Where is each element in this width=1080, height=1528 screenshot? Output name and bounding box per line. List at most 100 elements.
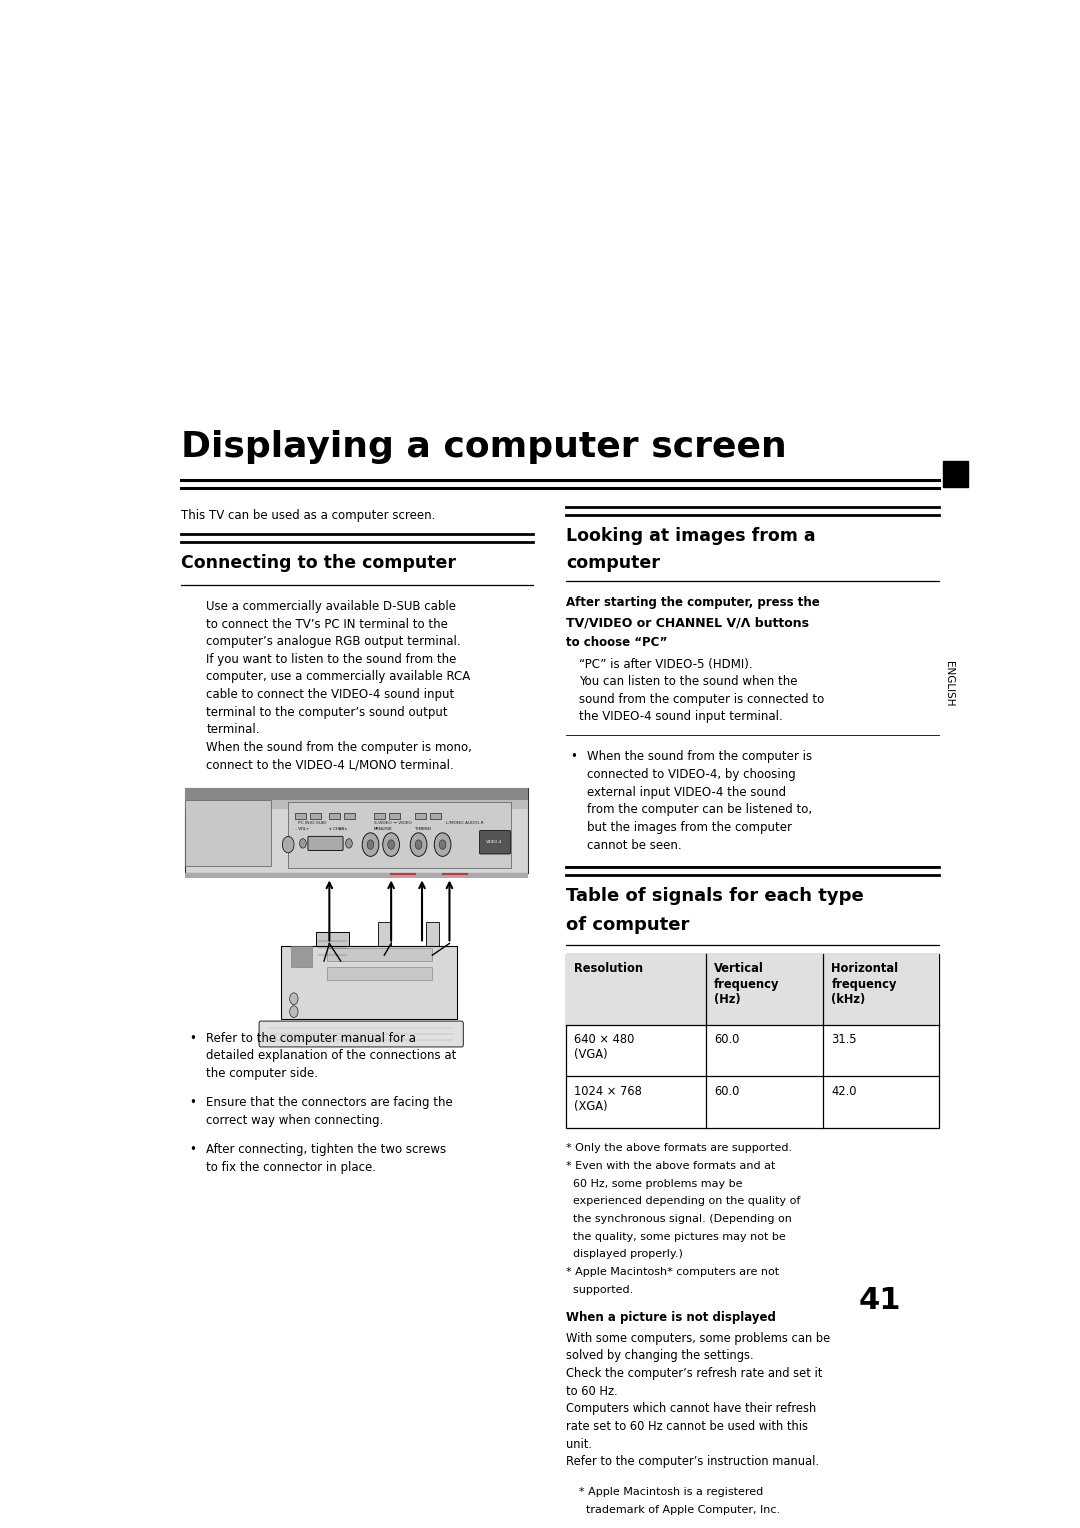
Text: solved by changing the settings.: solved by changing the settings. [566,1349,754,1363]
Text: •: • [189,1143,197,1157]
Bar [378,923,391,955]
Text: When the sound from the computer is mono,: When the sound from the computer is mono… [206,741,472,753]
Text: cannot be seen.: cannot be seen. [588,839,681,851]
Text: 1024 × 768
(XGA): 1024 × 768 (XGA) [575,1085,643,1112]
Text: the computer side.: the computer side. [206,1067,319,1080]
Text: * Only the above formats are supported.: * Only the above formats are supported. [566,1143,793,1154]
Bar [310,813,321,819]
Text: computer, use a commercially available RCA: computer, use a commercially available R… [206,671,471,683]
FancyBboxPatch shape [480,831,511,854]
Text: to connect the TV’s PC IN terminal to the: to connect the TV’s PC IN terminal to th… [206,617,448,631]
Circle shape [440,840,446,850]
Text: After connecting, tighten the two screws: After connecting, tighten the two screws [206,1143,446,1157]
Bar [288,802,511,868]
Text: connect to the VIDEO-4 L/MONO terminal.: connect to the VIDEO-4 L/MONO terminal. [206,759,454,772]
Text: S-VIDEO → VIDEO: S-VIDEO → VIDEO [374,821,411,825]
Text: When the sound from the computer is: When the sound from the computer is [588,750,812,764]
Text: Refer to the computer’s instruction manual.: Refer to the computer’s instruction manu… [566,1455,819,1468]
Text: connected to VIDEO-4, by choosing: connected to VIDEO-4, by choosing [588,769,796,781]
Circle shape [367,840,374,850]
Text: 640 × 480
(VGA): 640 × 480 (VGA) [575,1033,635,1062]
Text: displayed properly.): displayed properly.) [566,1250,683,1259]
Text: 60.0: 60.0 [714,1085,740,1097]
Text: * Apple Macintosh is a registered: * Apple Macintosh is a registered [579,1487,762,1497]
Bar [292,946,312,967]
Text: Refer to the computer manual for a: Refer to the computer manual for a [206,1031,416,1045]
Text: “PC” is after VIDEO-5 (HDMI).: “PC” is after VIDEO-5 (HDMI). [579,657,753,671]
Circle shape [299,839,307,848]
Bar [430,813,441,819]
Bar [186,872,528,877]
Text: Resolution: Resolution [575,963,644,975]
Circle shape [388,840,394,850]
Text: Displaying a computer screen: Displaying a computer screen [181,431,787,465]
Text: the synchronous signal. (Depending on: the synchronous signal. (Depending on [566,1215,792,1224]
Text: to fix the connector in place.: to fix the connector in place. [206,1161,376,1174]
Bar [281,946,457,1019]
Text: correct way when connecting.: correct way when connecting. [206,1114,383,1128]
Text: This TV can be used as a computer screen.: This TV can be used as a computer screen… [181,509,435,523]
Text: After starting the computer, press the: After starting the computer, press the [566,596,820,610]
Circle shape [434,833,451,856]
Text: 42.0: 42.0 [832,1085,856,1097]
Text: PC IN(D-SUB): PC IN(D-SUB) [298,821,327,825]
Circle shape [282,836,294,853]
Bar [566,953,939,1128]
FancyBboxPatch shape [259,1021,463,1047]
Circle shape [289,993,298,1004]
Text: Check the computer’s refresh rate and set it: Check the computer’s refresh rate and se… [566,1368,823,1380]
Text: trademark of Apple Computer, Inc.: trademark of Apple Computer, Inc. [579,1505,780,1514]
Text: Computers which cannot have their refresh: Computers which cannot have their refres… [566,1403,816,1415]
Bar [345,813,355,819]
Text: Ensure that the connectors are facing the: Ensure that the connectors are facing th… [206,1097,453,1109]
Text: sound from the computer is connected to: sound from the computer is connected to [579,692,824,706]
Circle shape [428,955,437,969]
Text: L/MONO AUDIO-R: L/MONO AUDIO-R [446,821,484,825]
Text: supported.: supported. [566,1285,633,1294]
Text: cable to connect the VIDEO-4 sound input: cable to connect the VIDEO-4 sound input [206,688,455,701]
Text: You can listen to the sound when the: You can listen to the sound when the [579,675,797,688]
Text: When a picture is not displayed: When a picture is not displayed [566,1311,775,1323]
Bar [186,788,528,799]
Text: Connecting to the computer: Connecting to the computer [181,555,456,571]
Text: * Apple Macintosh* computers are not: * Apple Macintosh* computers are not [566,1267,779,1277]
Text: to choose “PC”: to choose “PC” [566,636,667,649]
Text: from the computer can be listened to,: from the computer can be listened to, [588,804,812,816]
Bar [374,813,384,819]
Text: TV/VIDEO or CHANNEL V/Λ buttons: TV/VIDEO or CHANNEL V/Λ buttons [566,616,809,630]
Circle shape [362,833,379,856]
Text: ENGLISH: ENGLISH [944,660,955,706]
Bar [186,799,528,810]
Bar [327,967,432,979]
Text: Use a commercially available D-SUB cable: Use a commercially available D-SUB cable [206,601,456,613]
Text: TIMER/D: TIMER/D [415,827,431,831]
Text: unit.: unit. [566,1438,592,1450]
Text: Horizontal
frequency
(kHz): Horizontal frequency (kHz) [832,963,899,1007]
Bar [186,799,271,866]
Circle shape [410,833,427,856]
Text: detailed explanation of the connections at: detailed explanation of the connections … [206,1050,457,1062]
Text: •: • [570,750,577,764]
Text: * Even with the above formats and at: * Even with the above formats and at [566,1161,775,1170]
Text: computer’s analogue RGB output terminal.: computer’s analogue RGB output terminal. [206,636,461,648]
Bar [415,813,426,819]
Text: rate set to 60 Hz cannot be used with this: rate set to 60 Hz cannot be used with th… [566,1420,808,1433]
Bar [426,923,438,955]
Circle shape [346,839,352,848]
Text: the quality, some pictures may not be: the quality, some pictures may not be [566,1232,786,1242]
Text: MENU/OK: MENU/OK [374,827,392,831]
Text: •: • [189,1031,197,1045]
Text: to 60 Hz.: to 60 Hz. [566,1384,618,1398]
Text: external input VIDEO-4 the sound: external input VIDEO-4 the sound [588,785,786,799]
Bar [943,461,968,487]
Circle shape [379,955,389,969]
Text: but the images from the computer: but the images from the computer [588,821,792,834]
Circle shape [382,833,400,856]
Text: experienced depending on the quality of: experienced depending on the quality of [566,1196,800,1207]
Text: 31.5: 31.5 [832,1033,858,1045]
Text: ∨ CHAN∧: ∨ CHAN∧ [329,827,348,831]
Text: 60 Hz, some problems may be: 60 Hz, some problems may be [566,1178,743,1189]
Circle shape [289,1005,298,1018]
Bar [186,788,528,872]
Circle shape [415,840,422,850]
